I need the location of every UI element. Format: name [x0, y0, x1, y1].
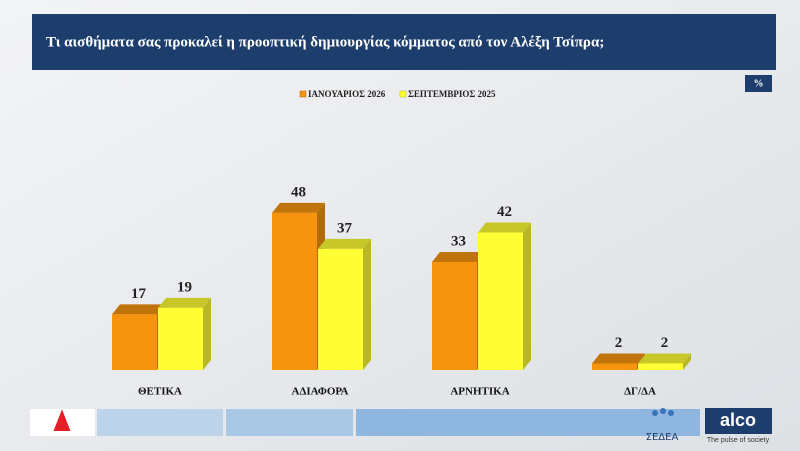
legend-swatch [399, 90, 407, 98]
bar-side [683, 353, 691, 370]
bar [272, 212, 317, 370]
bar-top [432, 252, 485, 262]
logo-icon [668, 410, 674, 416]
strip [97, 409, 223, 436]
bar [158, 307, 203, 370]
bar-side [203, 297, 211, 370]
legend-label: ΣΕΠΤΕΜΒΡΙΟΣ 2025 [408, 89, 496, 99]
legend-label: ΙΑΝΟΥΑΡΙΟΣ 2026 [308, 89, 386, 99]
x-tick-label: ΔΓ/ΔΑ [624, 386, 656, 398]
bar [112, 314, 157, 370]
title-bar [32, 14, 776, 70]
value-label: 42 [497, 204, 512, 220]
value-label: 48 [291, 184, 306, 200]
alco-box [705, 408, 772, 434]
strip [226, 409, 353, 436]
strip [356, 409, 700, 436]
value-label: 19 [177, 279, 192, 295]
bar-top [112, 304, 165, 315]
logo-icon [53, 409, 71, 431]
bar-side [363, 238, 371, 370]
value-label: 37 [337, 220, 353, 236]
bar-top [158, 297, 211, 308]
bar [592, 363, 637, 370]
chart-title: Τι αισθήματα σας προκαλεί η προοπτική δη… [46, 34, 604, 50]
x-tick-label: ΑΔΙΑΦΟΡΑ [292, 386, 349, 398]
unit-label: % [754, 78, 764, 89]
value-label: 2 [661, 335, 669, 351]
alco-logo: alco [720, 410, 756, 430]
bar [638, 363, 683, 370]
bar-top [592, 353, 645, 364]
sedea-logo: ΣΕΔΕΑ [646, 432, 679, 443]
x-tick-label: ΑΡΝΗΤΙΚΑ [450, 386, 509, 398]
bar-side [523, 222, 531, 370]
x-tick-label: ΘΕΤΙΚΑ [138, 386, 182, 398]
bar-top [478, 222, 531, 233]
bar [432, 262, 477, 370]
bar-top [272, 202, 325, 213]
tagline: The pulse of society [707, 437, 770, 444]
value-label: 2 [615, 335, 623, 351]
bar-top [638, 353, 691, 364]
unit-box [745, 75, 772, 92]
value-label: 33 [451, 233, 466, 249]
logo-icon [660, 408, 666, 414]
value-label: 17 [131, 286, 147, 302]
legend-swatch [299, 90, 307, 98]
bar [478, 232, 523, 370]
bar-top [318, 238, 371, 249]
logo-icon [652, 410, 658, 416]
bar [318, 248, 363, 370]
